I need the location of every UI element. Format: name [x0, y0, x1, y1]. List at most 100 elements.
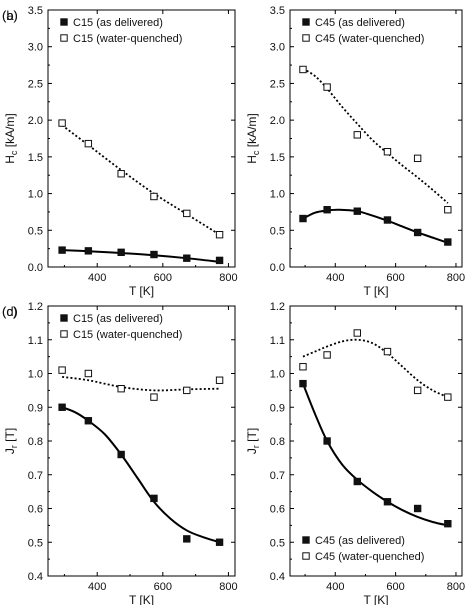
data-point	[299, 363, 307, 371]
x-tick-label: 400	[326, 581, 344, 593]
series-line-as-delivered	[302, 208, 449, 244]
data-point	[183, 254, 191, 262]
y-axis-label-unit: [kA/m]	[3, 113, 17, 150]
data-point	[413, 386, 422, 395]
legend-entry: C15 (as delivered)	[73, 17, 163, 29]
data-point	[323, 206, 331, 214]
legend-entry: C15 (water-quenched)	[73, 329, 182, 341]
y-axis-label-sub: c	[9, 150, 19, 155]
data-point	[215, 256, 224, 265]
panel-d: (d) 0.4 0.5 0.6 0.7 0.8 0.9 1.0 1.1 1.2 400 600 800 T…	[2, 301, 465, 605]
y-tick-label: 2.0	[28, 115, 43, 127]
y-axis-label: Hc [kA/m]	[3, 113, 19, 164]
legend: C45 (as delivered) C45 (water-quenched)	[302, 17, 424, 45]
data-point	[323, 83, 331, 91]
data-point	[183, 535, 191, 543]
x-tick-label: 400	[326, 272, 344, 284]
data-point	[117, 450, 125, 459]
data-point	[383, 347, 392, 356]
y-tick-label: 0.9	[270, 402, 285, 414]
y-tick-label: 0.6	[28, 504, 43, 516]
x-tick-label: 800	[447, 272, 465, 284]
legend: C45 (as delivered) C45 (water-quenched)	[302, 535, 424, 563]
y-axis-label-main: H	[3, 155, 17, 164]
y-axis-label-sub: c	[251, 150, 261, 155]
data-point	[117, 384, 125, 393]
legend: C15 (as delivered) C15 (water-quenched)	[60, 313, 182, 341]
data-point	[84, 369, 93, 378]
data-point	[150, 192, 158, 201]
y-tick-label: 1.1	[28, 335, 43, 347]
data-point	[299, 65, 307, 74]
legend-entry: C45 (as delivered)	[315, 535, 405, 547]
data-point	[215, 538, 224, 546]
y-tick-label: 0.5	[28, 225, 43, 237]
y-tick-label: 1.2	[28, 301, 43, 313]
panel-label: (c)	[2, 304, 17, 319]
legend: C15 (as delivered) C15 (water-quenched)	[60, 17, 182, 45]
y-tick-label: 2.5	[270, 78, 285, 90]
y-tick-label: 0.4	[28, 571, 43, 583]
legend-marker	[302, 18, 310, 26]
legend-entry: C15 (water-quenched)	[73, 33, 182, 45]
data-point	[299, 214, 307, 223]
y-tick-label: 0.7	[270, 470, 285, 482]
panel-b: (b) 0.0 0.5 1.0 1.5 2.0 2.5 3.0 3.5 400 600 800 T [K…	[2, 5, 465, 298]
legend-entry: C45 (water-quenched)	[315, 551, 424, 563]
panel-label: (b)	[2, 8, 18, 23]
data-point	[383, 216, 392, 224]
y-tick-label: 3.0	[28, 42, 43, 54]
y-axis-label-sub: r	[9, 445, 19, 448]
y-tick-label: 0.6	[270, 504, 285, 516]
data-point	[444, 393, 452, 401]
x-tick-label: 600	[154, 272, 172, 284]
legend-marker	[60, 314, 68, 322]
legend-marker	[302, 34, 310, 42]
axes-frame	[47, 305, 236, 577]
y-axis-label: Hc [kA/m]	[245, 113, 261, 164]
y-tick-label: 3.5	[28, 5, 43, 17]
data-point	[58, 246, 66, 254]
data-point	[150, 250, 158, 259]
x-axis-label: T [K]	[363, 284, 388, 298]
data-point	[150, 494, 158, 503]
y-tick-label: 2.0	[270, 115, 285, 127]
series-line-water-quenched	[302, 67, 449, 204]
data-point	[58, 119, 66, 127]
data-point	[150, 393, 158, 401]
data-point	[84, 417, 93, 425]
data-point	[299, 379, 307, 388]
legend-marker	[60, 18, 68, 26]
data-point	[383, 148, 392, 156]
legend-entry: C45 (water-quenched)	[315, 33, 424, 45]
y-tick-label: 0.0	[28, 262, 43, 274]
x-tick-label: 600	[386, 272, 404, 284]
x-tick-label: 400	[88, 272, 106, 284]
data-point	[84, 139, 93, 148]
data-point	[353, 131, 361, 139]
data-point	[117, 248, 125, 257]
y-axis-label: Jr [T]	[3, 428, 19, 454]
x-axis-label: T [K]	[129, 593, 154, 605]
data-point	[84, 247, 93, 255]
data-point	[444, 206, 452, 214]
y-axis-label: Jr [T]	[245, 428, 261, 454]
x-tick-label: 800	[219, 272, 237, 284]
y-axis-label-sub: r	[251, 445, 261, 448]
y-axis-label-unit: [kA/m]	[245, 113, 259, 150]
x-axis-label: T [K]	[129, 284, 154, 298]
y-tick-label: 0.0	[270, 262, 285, 274]
data-point	[383, 498, 392, 506]
y-tick-label: 1.5	[270, 152, 285, 164]
panel-label: (d)	[2, 304, 18, 319]
y-axis-label-main: J	[3, 448, 17, 454]
data-point	[183, 386, 191, 395]
data-point	[323, 351, 331, 359]
data-point	[215, 230, 224, 239]
y-tick-label: 1.1	[270, 335, 285, 347]
y-tick-label: 1.0	[270, 369, 285, 381]
y-tick-label: 0.5	[270, 537, 285, 549]
data-point	[183, 209, 191, 218]
series-line-as-delivered	[61, 406, 220, 544]
data-point	[353, 477, 361, 486]
